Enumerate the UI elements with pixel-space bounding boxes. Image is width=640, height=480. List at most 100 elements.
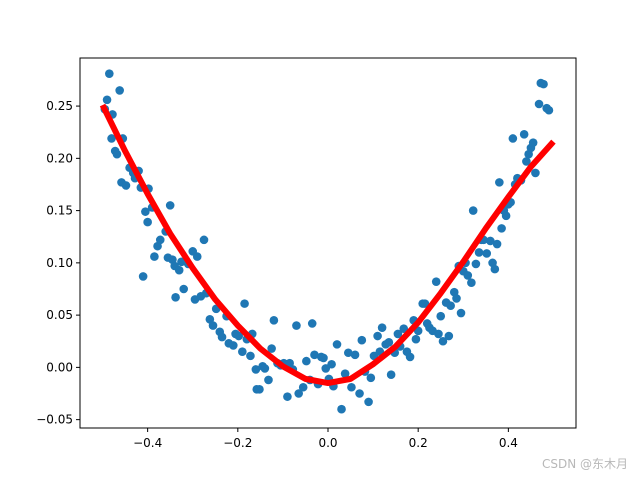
scatter-point: [217, 332, 227, 342]
plot-area: [80, 58, 576, 428]
scatter-point: [444, 331, 454, 341]
scatter-point: [174, 265, 184, 275]
scatter-point: [332, 340, 342, 349]
scatter-point: [522, 157, 531, 166]
scatter-point: [150, 252, 159, 261]
watermark: CSDN @东木月: [541, 457, 628, 471]
scatter-point: [386, 370, 396, 379]
y-tick-label: 0.25: [46, 99, 73, 113]
scatter-point: [366, 373, 376, 383]
scatter-point: [165, 201, 175, 210]
scatter-point: [519, 130, 529, 139]
y-axis: −0.05 0.00 0.05 0.10 0.15 0.20 0.25: [36, 99, 80, 427]
scatter-point: [405, 352, 415, 362]
scatter-point: [343, 348, 353, 358]
scatter-point: [107, 134, 116, 143]
scatter-point: [436, 311, 446, 321]
scatter-point: [355, 389, 364, 398]
scatter-point: [384, 337, 394, 347]
x-tick-label: −0.4: [133, 436, 162, 450]
x-axis: −0.4 −0.2 0.0 0.2 0.4: [133, 428, 518, 450]
scatter-point: [319, 353, 328, 363]
scatter-point: [492, 239, 502, 249]
fit-line-series: [99, 103, 556, 387]
scatter-point: [337, 404, 346, 414]
scatter-point: [177, 257, 186, 267]
x-tick-label: 0.4: [499, 436, 518, 450]
scatter-point: [298, 382, 308, 392]
fit-line: [99, 103, 556, 387]
scatter-point: [307, 319, 317, 328]
scatter-point: [471, 259, 481, 269]
scatter-point: [340, 369, 350, 378]
scatter-point: [446, 301, 455, 311]
y-tick-label: 0.10: [46, 256, 73, 270]
scatter-point: [497, 224, 506, 233]
scatter-point: [294, 389, 303, 398]
scatter-point: [310, 350, 319, 360]
scatter-point: [192, 252, 202, 261]
scatter-point: [260, 364, 270, 373]
scatter-point: [393, 329, 403, 339]
scatter-point: [292, 321, 301, 330]
scatter-point: [474, 248, 484, 257]
scatter-point: [350, 350, 360, 360]
scatter-point: [467, 278, 476, 288]
scatter-point: [171, 293, 180, 302]
scatter-point: [112, 149, 122, 159]
scatter-point: [105, 69, 114, 78]
scatter-point: [327, 359, 336, 369]
scatter-point: [531, 168, 540, 178]
scatter-point: [490, 264, 500, 274]
scatter-point: [456, 308, 466, 318]
x-tick-label: 0.2: [409, 436, 428, 450]
scatter-point: [155, 235, 165, 245]
y-tick-label: −0.05: [36, 413, 73, 427]
scatter-point: [528, 138, 538, 147]
scatter-point: [539, 79, 548, 89]
scatter-point: [115, 86, 124, 95]
scatter-point: [420, 299, 430, 308]
scatter-point: [534, 99, 544, 109]
scatter-point: [452, 294, 461, 303]
scatter-point: [373, 331, 382, 341]
scatter-point: [302, 356, 311, 366]
y-tick-label: 0.05: [46, 308, 73, 322]
scatter-point: [434, 329, 443, 339]
scatter-point: [468, 206, 478, 215]
scatter-point: [143, 217, 152, 227]
scatter-point: [482, 249, 492, 258]
x-tick-label: 0.0: [318, 436, 337, 450]
scatter-point: [463, 271, 473, 280]
scatter-point: [544, 105, 554, 115]
scatter-point: [495, 178, 504, 187]
scatter-point: [255, 385, 264, 394]
scatter-point: [199, 235, 209, 245]
scatter-point: [438, 336, 448, 346]
scatter-point: [357, 335, 367, 345]
scatter-point: [121, 181, 131, 190]
scatter-point: [179, 284, 189, 294]
scatter-point: [102, 95, 112, 105]
scatter-point: [246, 351, 255, 361]
scatter-point: [251, 365, 261, 374]
scatter-point: [411, 334, 421, 344]
scatter-point: [399, 324, 409, 334]
x-tick-label: −0.2: [223, 436, 252, 450]
scatter-point: [431, 277, 441, 286]
scatter-point: [486, 236, 495, 246]
scatter-point: [269, 316, 279, 325]
scatter-point: [508, 134, 518, 143]
scatter-point: [240, 299, 249, 308]
scatter-point: [347, 382, 356, 392]
scatter-point: [364, 397, 373, 407]
y-tick-label: 0.20: [46, 151, 73, 165]
y-tick-label: 0.15: [46, 204, 73, 218]
y-tick-label: 0.00: [46, 360, 73, 374]
scatter-point: [501, 211, 511, 221]
scatter-point: [267, 344, 276, 353]
scatter-point: [138, 272, 148, 281]
scatter-point: [238, 347, 247, 357]
scatter-point: [264, 375, 273, 385]
